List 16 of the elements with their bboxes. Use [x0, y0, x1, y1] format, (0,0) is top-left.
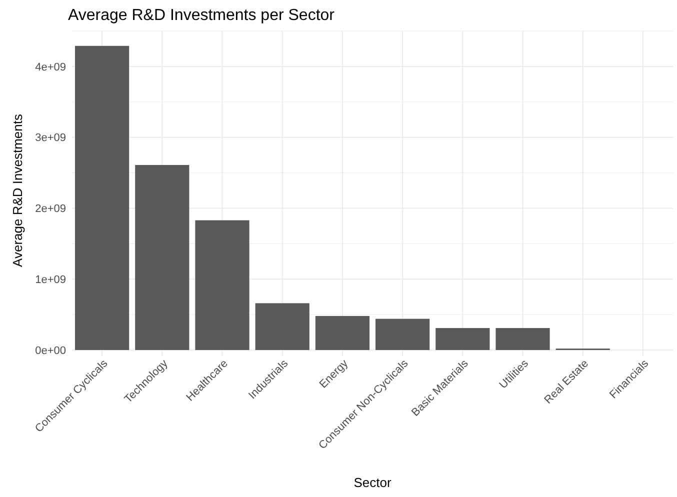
bar [135, 164, 190, 350]
y-tick-label: 1e+09 [35, 274, 66, 286]
bar [195, 220, 250, 350]
chart-title: Average R&D Investments per Sector [68, 7, 336, 24]
y-axis-title: Average R&D Investments [10, 114, 25, 267]
y-tick-label: 3e+09 [35, 132, 66, 144]
y-tick-label: 0e+00 [35, 344, 66, 357]
bar [376, 318, 430, 350]
bar [496, 328, 550, 350]
x-axis-title: Sector [354, 475, 392, 490]
y-tick-label: 4e+09 [35, 61, 66, 74]
bar [75, 46, 130, 350]
bar [255, 303, 310, 350]
bar [315, 316, 370, 350]
y-tick-label: 2e+09 [35, 203, 66, 216]
bar [436, 328, 490, 350]
